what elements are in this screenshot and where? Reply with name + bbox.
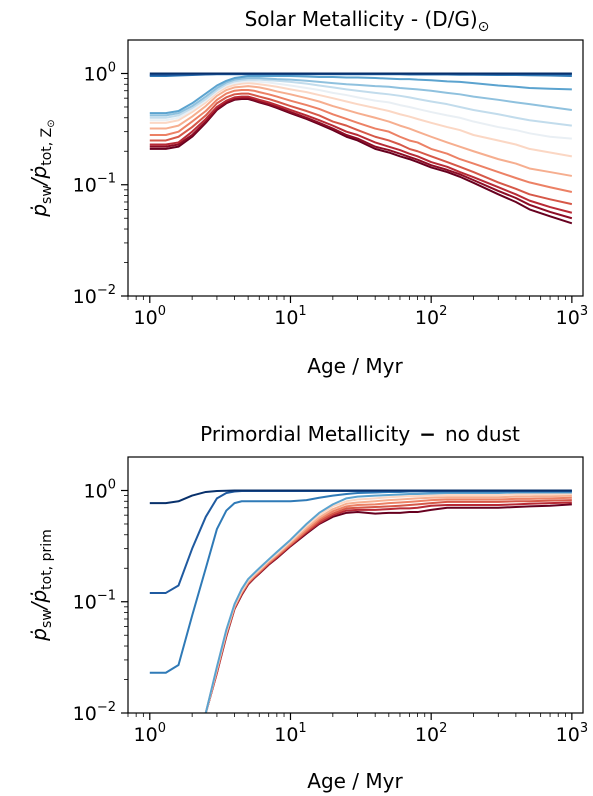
series-line [204,499,572,713]
x-tick-label: 102 [415,304,447,329]
series-line [204,491,572,713]
panel-2-ylabel: ṗsw/ṗtot, prim [27,529,55,642]
panel-1-ylabel: ṗsw/ṗtot, Z⊙ [27,119,57,217]
panel-2-title: Primordial Metallicity − no dust [200,422,520,446]
panel-primordial: Primordial Metallicity − no dust 100 101 102… [27,422,588,793]
x-tick-label: 103 [556,304,588,329]
panel-1-title: Solar Metallicity - (D/G)⊙ [245,7,490,35]
panel-1-frame [127,39,584,297]
series-line [149,490,572,674]
panel-2-series [149,489,572,713]
series-line [149,74,572,115]
series-line [204,494,572,713]
series-line [149,78,572,127]
panel-1-xlabel: Age / Myr [307,354,403,378]
series-line [149,85,573,177]
x-tick-label: 101 [274,304,306,329]
panel-1-ticks: 100 101 102 103 10−2 10−1 100 [73,60,588,329]
series-line [149,489,572,505]
panel-1-series [149,72,573,225]
series-line [204,501,572,713]
x-tick-label: 101 [274,721,306,746]
panel-2-frame [127,456,584,714]
x-tick-label: 103 [556,721,588,746]
y-tick-label: 10−1 [73,172,116,197]
x-tick-label: 100 [134,721,166,746]
y-tick-label: 100 [84,477,116,502]
panel-solar: Solar Metallicity - (D/G)⊙ 100 101 102 1031… [27,7,588,378]
x-tick-label: 102 [415,721,447,746]
series-line [204,493,572,713]
series-line [149,92,573,206]
series-line [149,89,573,194]
y-tick-label: 10−2 [73,700,116,725]
series-line [149,82,573,158]
y-tick-label: 10−1 [73,589,116,614]
panel-2-xlabel: Age / Myr [307,769,403,793]
series-line [149,95,573,214]
series-line [204,503,572,713]
x-tick-label: 100 [134,304,166,329]
y-tick-label: 100 [84,60,116,85]
series-line [149,97,573,220]
series-line [149,77,572,117]
series-line [149,80,572,140]
series-line [204,496,572,713]
panel-2-ticks: 100 101 102 103 10−2 10−1 100 [73,477,588,746]
y-tick-label: 10−2 [73,283,116,308]
